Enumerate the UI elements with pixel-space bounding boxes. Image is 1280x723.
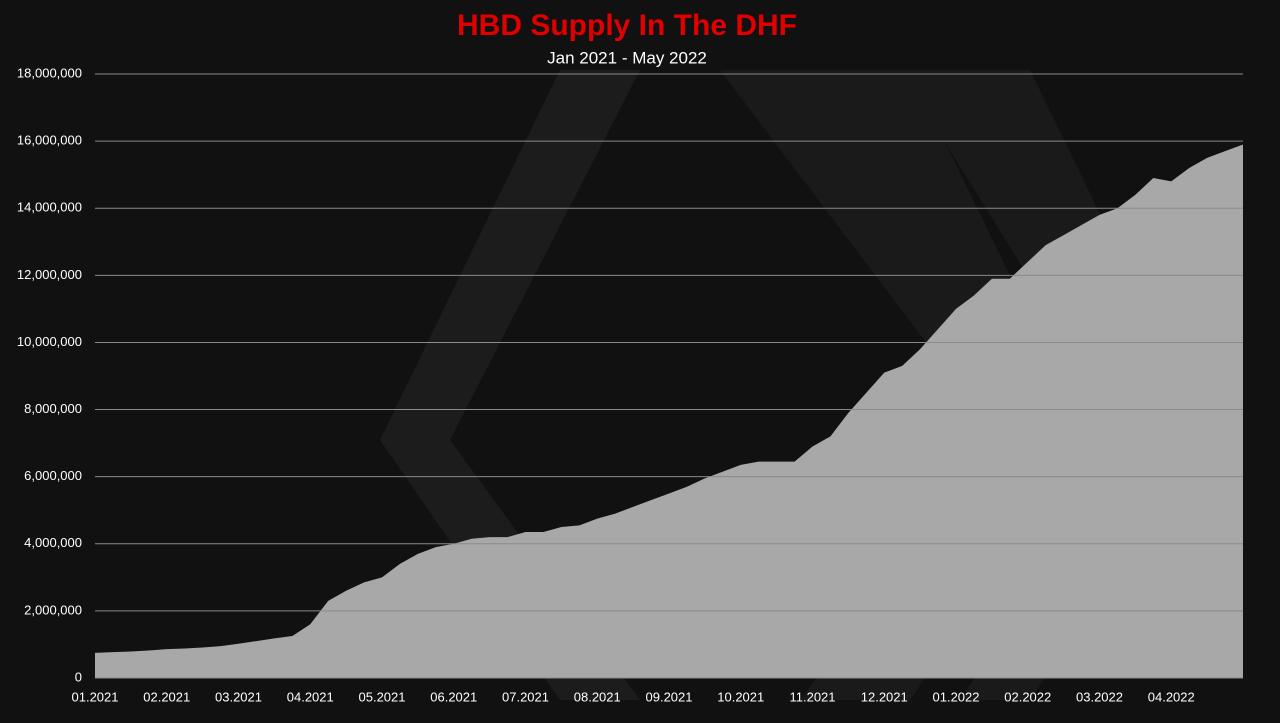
y-tick-label: 2,000,000 [24,602,82,617]
area [95,144,1243,678]
y-tick-label: 12,000,000 [17,267,82,282]
x-tick-label: 11.2021 [789,689,835,704]
y-tick-label: 8,000,000 [24,401,82,416]
y-tick-label: 4,000,000 [24,535,82,550]
y-tick-label: 18,000,000 [17,65,82,80]
x-tick-label: 05.2021 [359,689,406,704]
x-tick-label: 07.2021 [502,689,549,704]
x-tick-label: 08.2021 [574,689,621,704]
x-tick-label: 09.2021 [646,689,693,704]
x-tick-label: 10.2021 [717,689,764,704]
y-tick-label: 0 [75,669,82,684]
y-tick-label: 14,000,000 [17,200,82,215]
x-tick-label: 04.2021 [287,689,334,704]
x-tick-label: 12.2021 [861,689,908,704]
x-tick-label: 01.2021 [72,689,119,704]
x-tick-label: 03.2022 [1076,689,1123,704]
x-tick-label: 02.2021 [143,689,190,704]
x-tick-label: 03.2021 [215,689,262,704]
x-tick-label: 06.2021 [430,689,477,704]
x-tick-label: 01.2022 [933,689,980,704]
y-tick-label: 16,000,000 [17,133,82,148]
x-tick-label: 04.2022 [1148,689,1195,704]
x-tick-label: 02.2022 [1004,689,1051,704]
y-tick-label: 6,000,000 [24,468,82,483]
chart-title: HBD Supply In The DHF [457,9,797,42]
y-tick-label: 10,000,000 [17,334,82,349]
chart-subtitle: Jan 2021 - May 2022 [547,48,707,67]
